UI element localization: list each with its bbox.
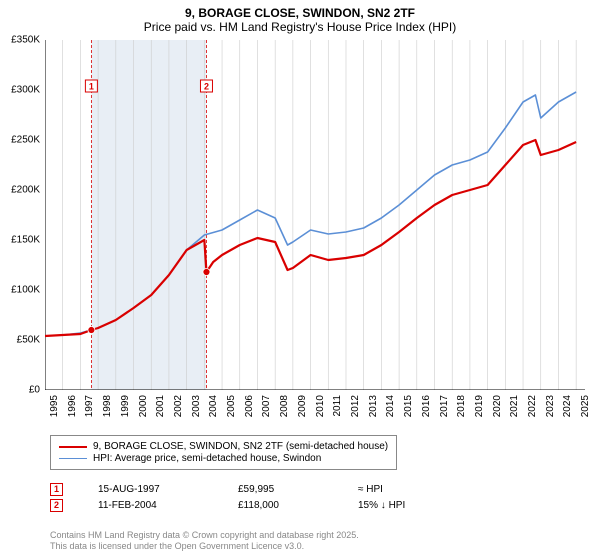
x-tick-label: 1996 <box>67 395 78 417</box>
x-tick-label: 2023 <box>545 395 556 417</box>
x-tick-label: 1999 <box>120 395 131 417</box>
sale-price: £118,000 <box>238 500 328 511</box>
title-subtitle: Price paid vs. HM Land Registry's House … <box>0 20 600 34</box>
x-tick-label: 2012 <box>350 395 361 417</box>
x-tick-label: 2009 <box>297 395 308 417</box>
sale-date: 11-FEB-2004 <box>98 500 208 511</box>
sale-price: £59,995 <box>238 484 328 495</box>
y-tick-label: £100K <box>11 285 40 296</box>
sale-marker-box: 1 <box>50 483 63 496</box>
x-tick-label: 2019 <box>474 395 485 417</box>
x-tick-label: 2006 <box>244 395 255 417</box>
y-tick-label: £0 <box>29 385 40 396</box>
x-tick-label: 2014 <box>385 395 396 417</box>
legend-swatch <box>59 446 87 448</box>
x-tick-label: 2010 <box>315 395 326 417</box>
y-tick-label: £250K <box>11 135 40 146</box>
x-tick-label: 1998 <box>102 395 113 417</box>
title-address: 9, BORAGE CLOSE, SWINDON, SN2 2TF <box>0 6 600 20</box>
x-tick-label: 2007 <box>261 395 272 417</box>
copyright-footer: Contains HM Land Registry data © Crown c… <box>50 530 359 552</box>
sale-row: 2 11-FEB-2004 £118,000 15% ↓ HPI <box>50 499 448 512</box>
sale-delta: 15% ↓ HPI <box>358 500 448 511</box>
x-tick-label: 2004 <box>208 395 219 417</box>
x-tick-label: 2013 <box>368 395 379 417</box>
y-tick-label: £300K <box>11 85 40 96</box>
x-tick-label: 2001 <box>155 395 166 417</box>
x-tick-label: 2011 <box>332 395 343 417</box>
legend-row: HPI: Average price, semi-detached house,… <box>59 453 388 464</box>
y-tick-label: £350K <box>11 35 40 46</box>
sale-date: 15-AUG-1997 <box>98 484 208 495</box>
sale-marker-box: 2 <box>50 499 63 512</box>
plot-svg: 12 <box>45 40 585 390</box>
y-tick-label: £50K <box>17 335 40 346</box>
sales-table: 1 15-AUG-1997 £59,995 ≈ HPI 2 11-FEB-2004 £118… <box>50 480 448 515</box>
x-tick-label: 2005 <box>226 395 237 417</box>
legend-label: HPI: Average price, semi-detached house,… <box>93 453 321 464</box>
legend: 9, BORAGE CLOSE, SWINDON, SN2 2TF (semi-… <box>50 435 397 470</box>
footer-line2: This data is licensed under the Open Gov… <box>50 541 359 552</box>
sale-delta: ≈ HPI <box>358 484 448 495</box>
chart-area: 12 £0£50K£100K£150K£200K£250K£300K£350K1… <box>45 40 585 390</box>
x-tick-label: 2002 <box>173 395 184 417</box>
x-tick-label: 2008 <box>279 395 290 417</box>
legend-swatch <box>59 458 87 459</box>
svg-text:2: 2 <box>204 82 209 92</box>
svg-text:1: 1 <box>89 82 94 92</box>
sale-row: 1 15-AUG-1997 £59,995 ≈ HPI <box>50 483 448 496</box>
footer-line1: Contains HM Land Registry data © Crown c… <box>50 530 359 541</box>
x-tick-label: 2003 <box>191 395 202 417</box>
chart-title: 9, BORAGE CLOSE, SWINDON, SN2 2TF Price … <box>0 0 600 34</box>
x-tick-label: 2015 <box>403 395 414 417</box>
x-tick-label: 2022 <box>527 395 538 417</box>
x-tick-label: 2016 <box>421 395 432 417</box>
x-tick-label: 1995 <box>49 395 60 417</box>
x-tick-label: 2025 <box>580 395 591 417</box>
x-tick-label: 1997 <box>84 395 95 417</box>
x-tick-label: 2017 <box>439 395 450 417</box>
x-tick-label: 2018 <box>456 395 467 417</box>
y-tick-label: £150K <box>11 235 40 246</box>
x-tick-label: 2000 <box>138 395 149 417</box>
y-tick-label: £200K <box>11 185 40 196</box>
legend-row: 9, BORAGE CLOSE, SWINDON, SN2 2TF (semi-… <box>59 441 388 452</box>
x-tick-label: 2024 <box>562 395 573 417</box>
x-tick-label: 2020 <box>492 395 503 417</box>
legend-label: 9, BORAGE CLOSE, SWINDON, SN2 2TF (semi-… <box>93 441 388 452</box>
x-tick-label: 2021 <box>509 395 520 417</box>
